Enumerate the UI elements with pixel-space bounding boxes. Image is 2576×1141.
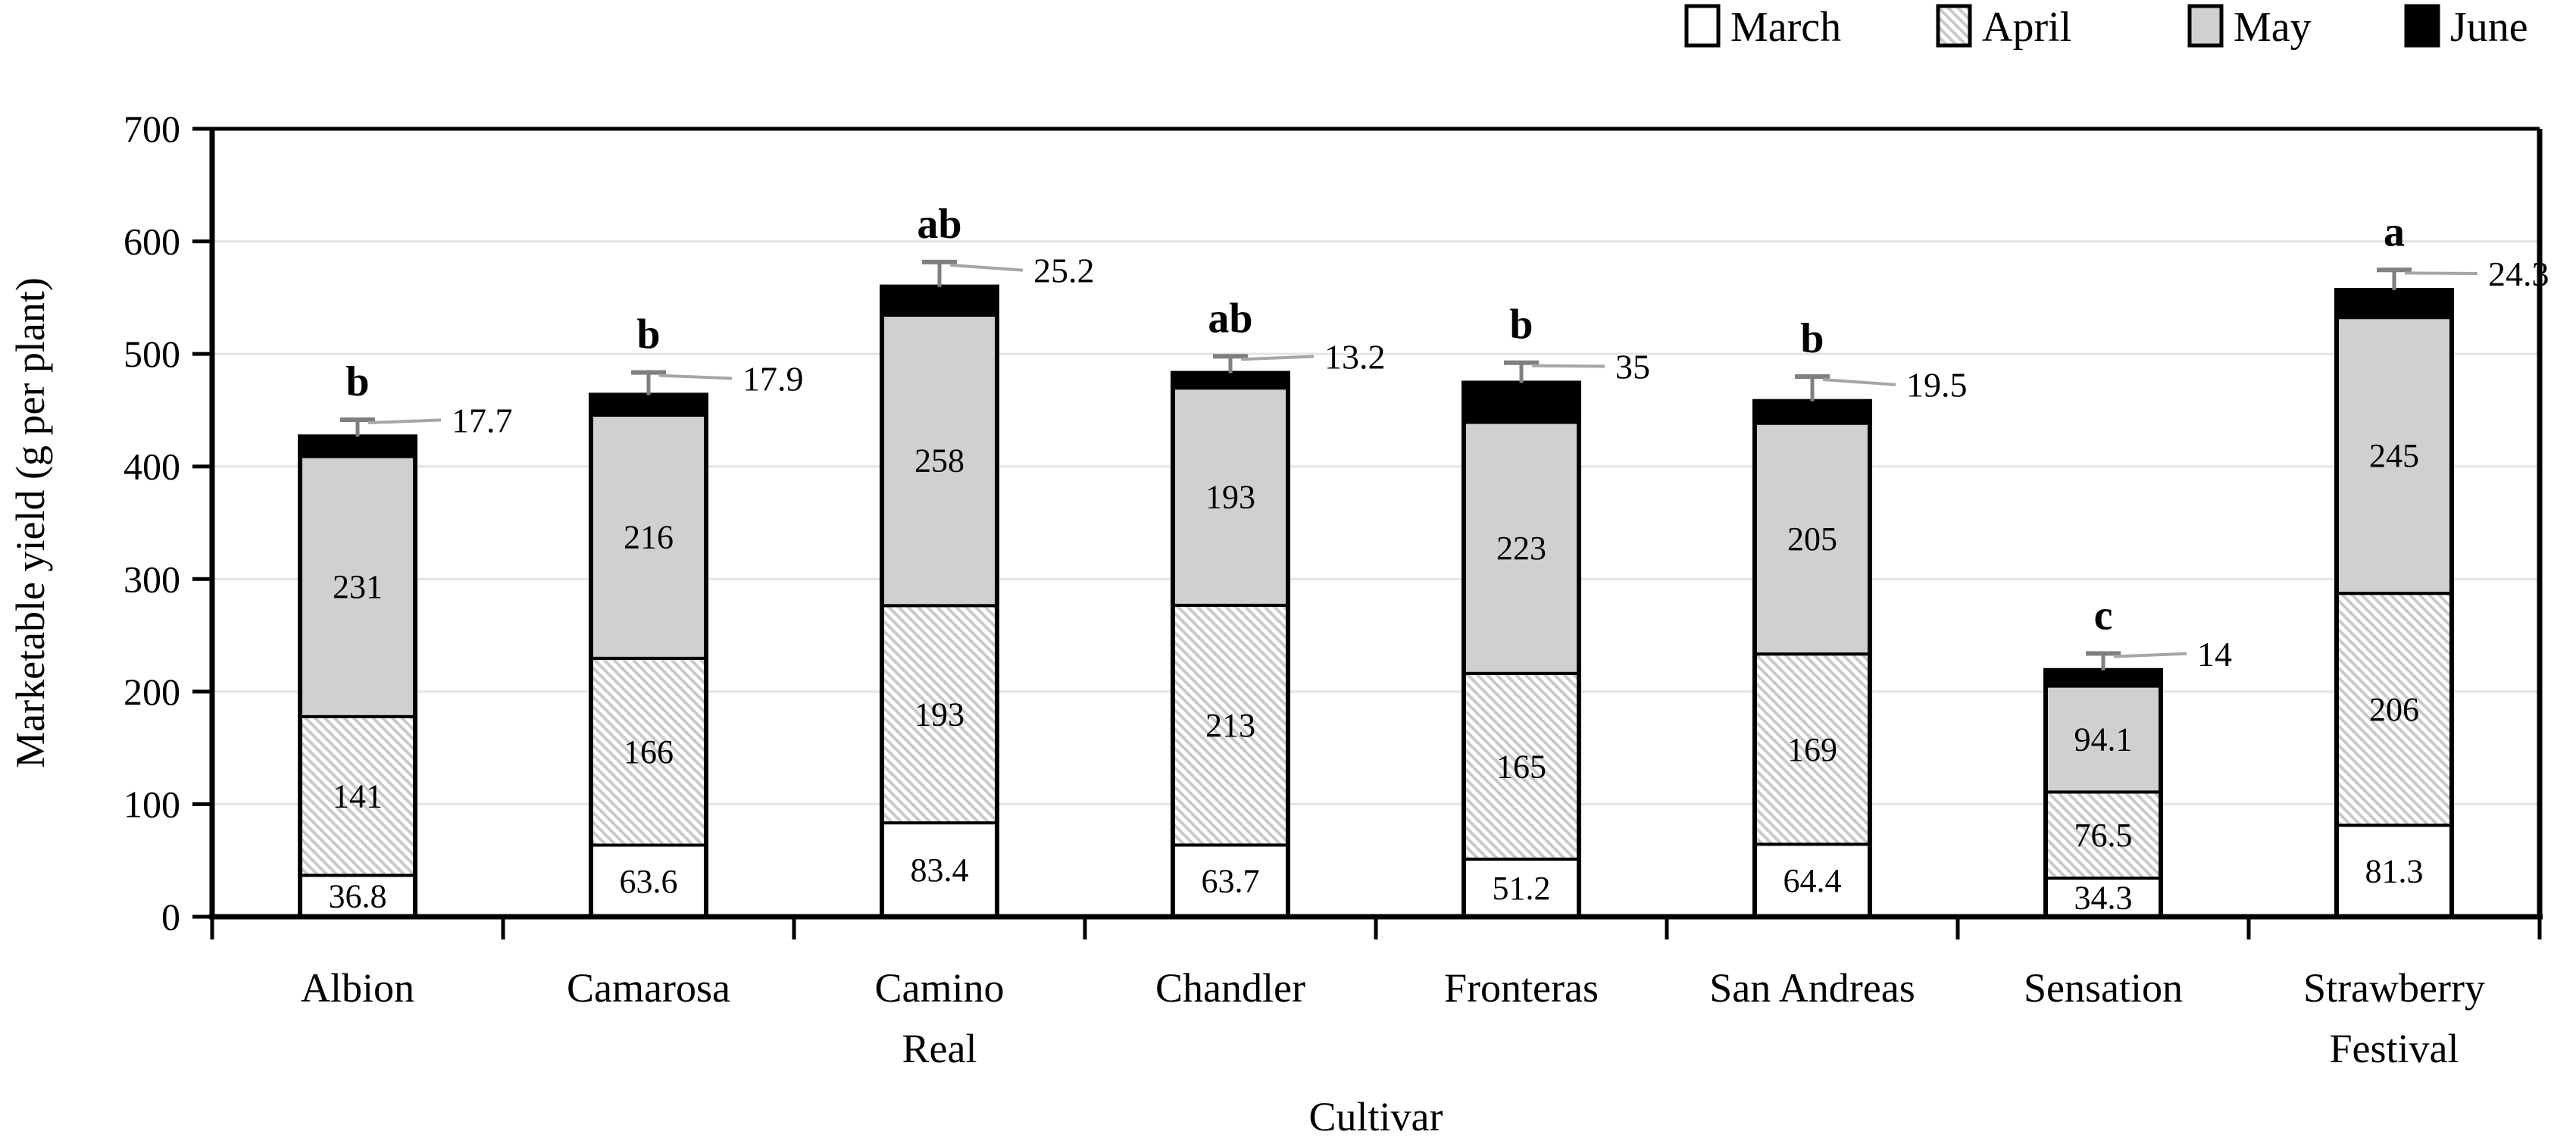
legend-label-march: March [1730,4,1841,51]
callout-leader-line [1240,355,1315,361]
significance-letter: b [636,311,660,358]
segment-value-label: 193 [1205,479,1255,516]
significance-letter: a [2384,208,2405,255]
significance-letter: c [2094,592,2113,639]
june-callout-label: 19.5 [1906,366,1968,405]
x-tick-label: Sensation [2024,965,2183,1011]
legend-label-june: June [2450,4,2528,51]
y-axis-title: Marketable yield (g per plant) [8,277,53,768]
june-callout-label: 13.2 [1324,338,1386,377]
segment-value-label: 169 [1787,731,1837,768]
x-tick-label: Festival [2330,1026,2459,1071]
june-callout-label: 14 [2197,635,2232,674]
y-tick-label: 400 [123,445,180,488]
segment-value-label: 165 [1496,748,1546,785]
callout-leader-line [949,263,1024,272]
bar-segment-may-3 [1171,386,1290,607]
y-tick-label: 0 [161,896,180,938]
segment-value-label: 141 [333,778,383,815]
x-tick-label: Camino [875,965,1005,1011]
legend-label-may: May [2234,4,2312,51]
y-tick-label: 600 [123,220,180,263]
x-tick-label: Albion [301,965,414,1011]
significance-letter: b [1800,315,1824,362]
callout-leader-line [658,374,733,380]
legend-swatch-march [1684,4,1721,48]
bar-segment-may-5 [1753,421,1871,656]
y-tick-label: 200 [123,671,180,713]
callout-leader-line [2404,271,2478,276]
bar-segment-april-2 [880,604,999,825]
bar-segment-june-2 [880,285,999,317]
segment-value-label: 63.6 [620,863,678,900]
bar-segment-june-0 [299,435,417,458]
june-callout-label: 17.7 [452,401,513,439]
june-callout-label: 35 [1615,347,1650,386]
segment-value-label: 63.7 [1202,863,1260,900]
bar-segment-june-6 [2044,668,2162,688]
legend-swatch-april [1936,4,1972,48]
x-axis-title: Cultivar [1309,1094,1443,1139]
significance-letter: b [1509,302,1533,349]
bar-segment-june-7 [2335,289,2453,320]
significance-letter: ab [917,201,961,248]
y-tick-label: 100 [123,783,180,825]
bar-segment-may-4 [1462,420,1580,675]
segment-value-label: 205 [1787,520,1837,558]
segment-value-label: 213 [1205,707,1255,744]
segment-value-label: 166 [624,733,674,771]
callout-leader-line [1531,364,1605,368]
june-callout-label: 25.2 [1033,252,1095,290]
segment-value-label: 51.2 [1493,870,1551,907]
segment-value-label: 83.4 [911,852,969,889]
axes-group: Albion Camarosa Camino Real Chandler Frontera… [123,108,2543,1071]
bar-segment-april-7 [2335,592,2453,827]
legend-swatch-may [2187,4,2224,48]
x-tick-label: Camarosa [567,965,730,1011]
legend-label-april: April [1982,4,2071,51]
bar-segment-june-5 [1753,399,1871,425]
segment-value-label: 34.3 [2074,880,2133,917]
callout-leader-line [367,418,442,425]
segment-value-label: 231 [333,568,383,605]
callout-leader-line [1822,378,1896,386]
segment-value-label: 64.4 [1784,862,1842,899]
june-callout-label: 24.3 [2488,255,2549,293]
gridlines-group [212,240,2540,805]
segment-value-label: 36.8 [329,878,387,915]
bar-segment-may-7 [2335,316,2453,596]
segment-value-label: 81.3 [2365,853,2424,890]
legend-group: March April May June [1684,4,2528,51]
bar-segment-june-4 [1462,381,1580,424]
june-callout-label: 17.9 [742,359,804,398]
y-tick-label: 700 [123,108,180,150]
bar-segment-april-3 [1171,603,1290,847]
x-tick-label: Strawberry [2303,965,2485,1011]
y-tick-label: 500 [123,333,180,375]
segment-value-label: 258 [914,442,964,480]
significance-letter: b [345,358,369,405]
bar-segment-may-6 [2044,684,2162,794]
x-tick-label: Chandler [1155,965,1305,1011]
y-tick-label: 300 [123,558,180,600]
x-tick-label: Real [902,1026,977,1071]
x-tick-label: San Andreas [1709,965,1915,1011]
segment-value-label: 245 [2369,437,2419,474]
segment-value-label: 216 [624,518,674,555]
legend-swatch-june [2404,4,2440,48]
significance-letter: ab [1208,295,1252,342]
bar-segment-april-1 [589,656,708,847]
segment-value-label: 193 [914,696,964,733]
segment-value-label: 94.1 [2074,721,2133,758]
bar-segment-june-1 [589,393,708,417]
callout-leader-line [2113,652,2187,658]
x-tick-label: Fronteras [1444,965,1599,1011]
annotations-group: b 17.7 b 17.9 ab 25.2 ab 13.2 b 35 b 19.5 c 14 a 24.3 [340,201,2549,674]
bars-group: 36.8 141 231 63.6 166 216 83.4 193 258 63.7 213 193… [298,284,2454,920]
segment-value-label: 206 [2369,691,2419,728]
segment-value-label: 223 [1496,530,1546,567]
segment-value-label: 76.5 [2074,817,2133,854]
